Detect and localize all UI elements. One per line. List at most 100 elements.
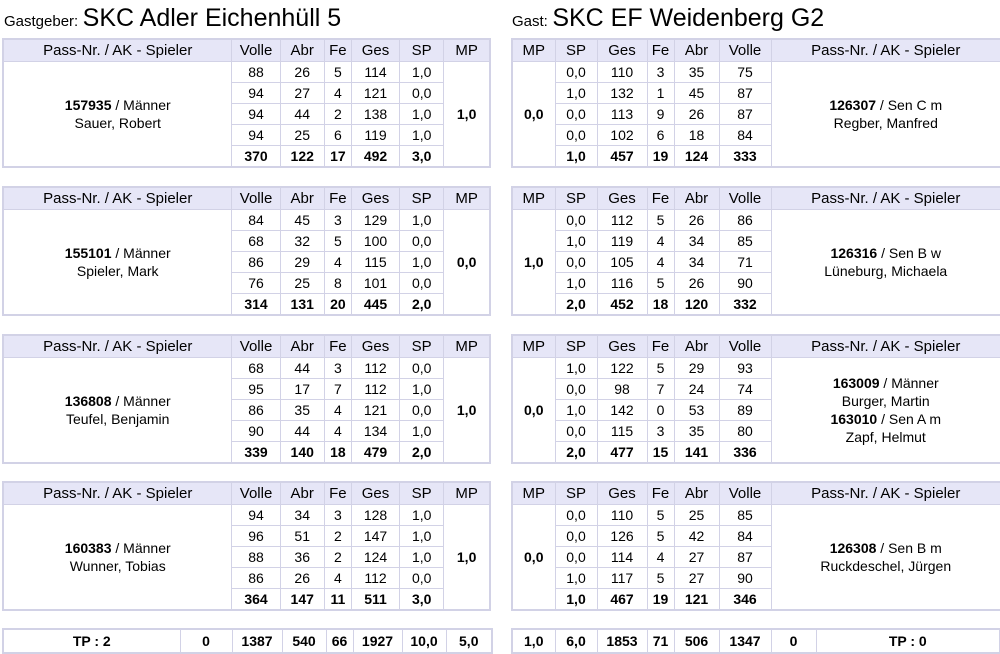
player-age-class: / Sen A m	[877, 411, 942, 427]
score-cell: 68	[231, 230, 281, 252]
score-cell: 2	[323, 103, 352, 125]
player-pass-number: 163009	[832, 375, 880, 391]
total-cell: 15	[646, 441, 675, 464]
score-cell: 36	[279, 546, 325, 568]
score-cell: 1,0	[399, 61, 445, 83]
total-cell: 20	[323, 293, 352, 316]
column-header-volle: Volle	[718, 186, 772, 210]
column-header-sp: SP	[554, 38, 598, 62]
total-cell: 336	[718, 441, 772, 464]
score-cell: 86	[231, 567, 281, 589]
total-row: 1,0 467 19 121 346	[512, 588, 1000, 611]
match-points-cell: 0,0	[511, 357, 556, 464]
score-cell: 25	[279, 272, 325, 294]
player-age-class: / Männer	[111, 245, 171, 261]
column-header-abr: Abr	[673, 334, 720, 358]
score-cell: 86	[718, 209, 772, 231]
score-cell: 0,0	[399, 567, 445, 589]
score-cell: 1,0	[554, 567, 598, 589]
game-row: 76 25 8 101 0,0	[3, 272, 490, 294]
total-cell: 314	[231, 293, 281, 316]
score-cell: 6	[646, 124, 675, 146]
host-footer-mp: 5,0	[445, 628, 493, 654]
score-cell: 0,0	[399, 230, 445, 252]
header-row: Pass-Nr. / AK - Spieler Volle Abr Fe Ges SP MP	[2, 38, 491, 62]
player-pass-line: 163010 / Sen A m	[772, 410, 1000, 428]
host-footer: TP : 2 0 1387 540 66 1927 10,0 5,0	[2, 628, 493, 654]
column-header-player: Pass-Nr. / AK - Spieler	[770, 186, 1000, 210]
score-cell: 5	[646, 272, 675, 294]
score-cell: 94	[231, 504, 281, 526]
column-header-abr: Abr	[673, 38, 720, 62]
guest-block-3: MP SP Ges Fe Abr Volle Pass-Nr. / AK - Spieler…	[511, 334, 1000, 464]
header-row: MP SP Ges Fe Abr Volle Pass-Nr. / AK - Spieler	[511, 186, 1000, 210]
column-header-sp: SP	[399, 334, 445, 358]
total-cell: 2,0	[554, 293, 598, 316]
total-cell: 141	[673, 441, 720, 464]
game-row: 0,0 114 4 27 87	[512, 546, 1000, 568]
score-cell: 0	[646, 399, 675, 421]
game-row: 94 27 4 121 0,0	[3, 82, 490, 104]
score-cell: 27	[279, 82, 325, 104]
host-footer-abr: 540	[281, 628, 327, 654]
player-cell: 136808 / Männer Teufel, Benjamin	[2, 357, 233, 464]
game-row: 157935 / Männer Sauer, Robert 88 26 5 114 1,0 1…	[2, 61, 491, 168]
column-header-fe: Fe	[646, 38, 675, 62]
game-row: 94 25 6 119 1,0	[3, 124, 490, 146]
score-cell: 1,0	[399, 251, 445, 273]
player-pass-line: 155101 / Männer	[4, 244, 231, 262]
score-cell: 4	[646, 546, 675, 568]
player-pass-number: 126307	[829, 97, 877, 113]
score-cell: 101	[350, 272, 401, 294]
score-cell: 87	[718, 103, 772, 125]
score-cell: 116	[596, 272, 648, 294]
score-cell: 7	[323, 378, 352, 400]
score-cell: 4	[323, 251, 352, 273]
host-team-name: SKC Adler Eichenhüll 5	[82, 4, 342, 32]
column-header-mp: MP	[443, 334, 491, 358]
game-row: 1,0 142 0 53 89	[512, 399, 1000, 421]
score-cell: 24	[673, 378, 720, 400]
score-cell: 4	[323, 399, 352, 421]
score-cell: 90	[718, 272, 772, 294]
score-cell: 3	[323, 357, 352, 379]
column-header-abr: Abr	[673, 186, 720, 210]
score-cell: 26	[673, 103, 720, 125]
total-cell: 477	[596, 441, 648, 464]
player-name: Zapf, Helmut	[845, 429, 926, 445]
host-team-heading: Gastgeber: SKC Adler Eichenhüll 5	[4, 4, 341, 34]
score-cell: 18	[673, 124, 720, 146]
total-row: 2,0 477 15 141 336	[512, 441, 1000, 464]
guest-label: Gast:	[512, 13, 548, 30]
player-pass-line: 160383 / Männer	[4, 539, 231, 557]
host-footer-fe: 66	[325, 628, 354, 654]
host-block-3: Pass-Nr. / AK - Spieler Volle Abr Fe Ges SP MP…	[2, 334, 491, 464]
player-age-class: / Sen B m	[876, 540, 942, 556]
score-cell: 112	[350, 567, 401, 589]
total-cell: 479	[350, 441, 401, 464]
score-cell: 85	[718, 230, 772, 252]
score-cell: 5	[646, 567, 675, 589]
score-cell: 89	[718, 399, 772, 421]
score-cell: 1,0	[554, 399, 598, 421]
player-cell: 157935 / Männer Sauer, Robert	[2, 61, 233, 168]
score-cell: 75	[718, 61, 772, 83]
total-cell: 445	[350, 293, 401, 316]
column-header-mp: MP	[443, 186, 491, 210]
player-pass-line: 126316 / Sen B w	[772, 244, 1000, 262]
player-pass-number: 163010	[830, 411, 878, 427]
score-cell: 85	[718, 504, 772, 526]
score-cell: 90	[231, 420, 281, 442]
column-header-ges: Ges	[596, 186, 648, 210]
total-cell: 18	[646, 293, 675, 316]
column-header-abr: Abr	[279, 334, 325, 358]
score-cell: 25	[279, 124, 325, 146]
game-row: 0,0 0,0 110 3 35 75 126307 / Sen C m Regber, Ma…	[511, 61, 1000, 168]
score-cell: 25	[673, 504, 720, 526]
host-footer-c1: 0	[179, 628, 233, 654]
score-cell: 17	[279, 378, 325, 400]
score-cell: 129	[350, 209, 401, 231]
header-row: MP SP Ges Fe Abr Volle Pass-Nr. / AK - Spieler	[511, 334, 1000, 358]
player-age-class: / Sen C m	[876, 97, 943, 113]
player-name: Burger, Martin	[841, 393, 930, 409]
